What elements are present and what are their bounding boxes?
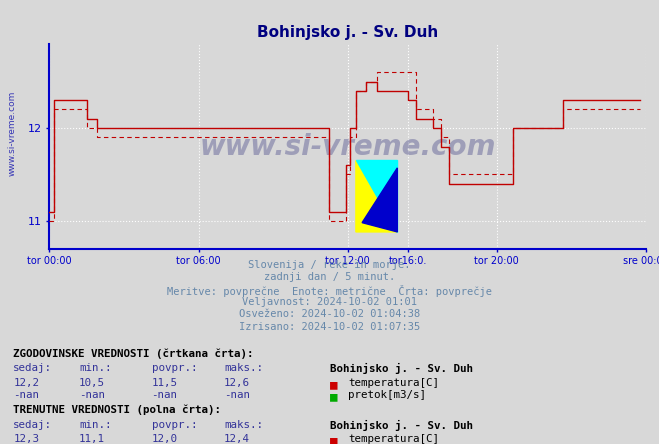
Text: ■: ■ [330,390,337,403]
Text: 12,4: 12,4 [224,434,250,444]
Text: 12,0: 12,0 [152,434,177,444]
Text: povpr.:: povpr.: [152,363,197,373]
Text: maks.:: maks.: [224,420,263,430]
Polygon shape [362,168,397,232]
Text: TRENUTNE VREDNOSTI (polna črta):: TRENUTNE VREDNOSTI (polna črta): [13,405,221,416]
Polygon shape [356,160,397,232]
Text: 11,1: 11,1 [79,434,105,444]
Text: 12,3: 12,3 [13,434,39,444]
Text: www.si-vreme.com: www.si-vreme.com [200,132,496,161]
Text: Izrisano: 2024-10-02 01:07:35: Izrisano: 2024-10-02 01:07:35 [239,322,420,332]
Text: -nan: -nan [79,390,105,400]
Text: Bohinjsko j. - Sv. Duh: Bohinjsko j. - Sv. Duh [330,420,473,431]
Text: ZGODOVINSKE VREDNOSTI (črtkana črta):: ZGODOVINSKE VREDNOSTI (črtkana črta): [13,349,254,359]
Text: Bohinjsko j. - Sv. Duh: Bohinjsko j. - Sv. Duh [330,363,473,374]
Text: min.:: min.: [79,363,111,373]
Text: sedaj:: sedaj: [13,363,52,373]
Text: -nan: -nan [224,390,250,400]
Text: min.:: min.: [79,420,111,430]
Text: Slovenija / reke in morje.: Slovenija / reke in morje. [248,260,411,270]
Text: pretok[m3/s]: pretok[m3/s] [348,390,426,400]
Text: Meritve: povprečne  Enote: metrične  Črta: povprečje: Meritve: povprečne Enote: metrične Črta:… [167,285,492,297]
Text: zadnji dan / 5 minut.: zadnji dan / 5 minut. [264,272,395,282]
Text: Osveženo: 2024-10-02 01:04:38: Osveženo: 2024-10-02 01:04:38 [239,309,420,320]
Polygon shape [356,160,397,232]
Text: maks.:: maks.: [224,363,263,373]
Title: Bohinjsko j. - Sv. Duh: Bohinjsko j. - Sv. Duh [257,25,438,40]
Text: sedaj:: sedaj: [13,420,52,430]
Text: 12,6: 12,6 [224,378,250,388]
Text: -nan: -nan [13,390,39,400]
Text: 12,2: 12,2 [13,378,39,388]
Text: povpr.:: povpr.: [152,420,197,430]
Text: www.si-vreme.com: www.si-vreme.com [8,91,17,176]
Text: ■: ■ [330,378,337,391]
Text: -nan: -nan [152,390,177,400]
Text: temperatura[C]: temperatura[C] [348,378,439,388]
Text: Veljavnost: 2024-10-02 01:01: Veljavnost: 2024-10-02 01:01 [242,297,417,307]
Text: temperatura[C]: temperatura[C] [348,434,439,444]
Text: 11,5: 11,5 [152,378,177,388]
Text: ■: ■ [330,434,337,444]
Text: 10,5: 10,5 [79,378,105,388]
